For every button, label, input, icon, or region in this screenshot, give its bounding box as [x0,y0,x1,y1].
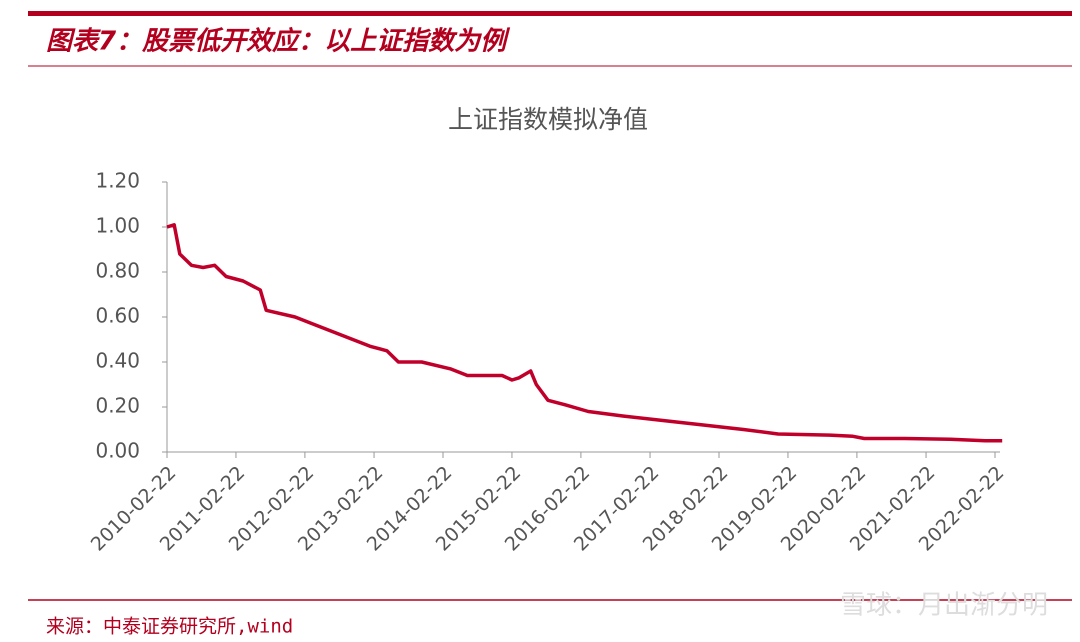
top-rule [28,11,1072,16]
y-tick-label: 0.00 [95,439,140,463]
y-tick-label: 1.00 [95,214,140,238]
y-tick-label: 0.40 [95,349,140,373]
series-line [166,223,1003,443]
y-tick-label: 0.20 [95,394,140,418]
y-tick-label: 1.20 [95,169,140,193]
chart-title: 上证指数模拟净值 [448,105,648,134]
y-tick-label: 0.60 [95,304,140,328]
watermark: 雪球：月出渐分明 [840,591,1048,621]
page-title: 图表7：股票低开效应：以上证指数为例 [46,27,511,57]
y-tick-label: 0.80 [95,259,140,283]
source: 来源：中泰证券研究所,wind [46,616,293,638]
